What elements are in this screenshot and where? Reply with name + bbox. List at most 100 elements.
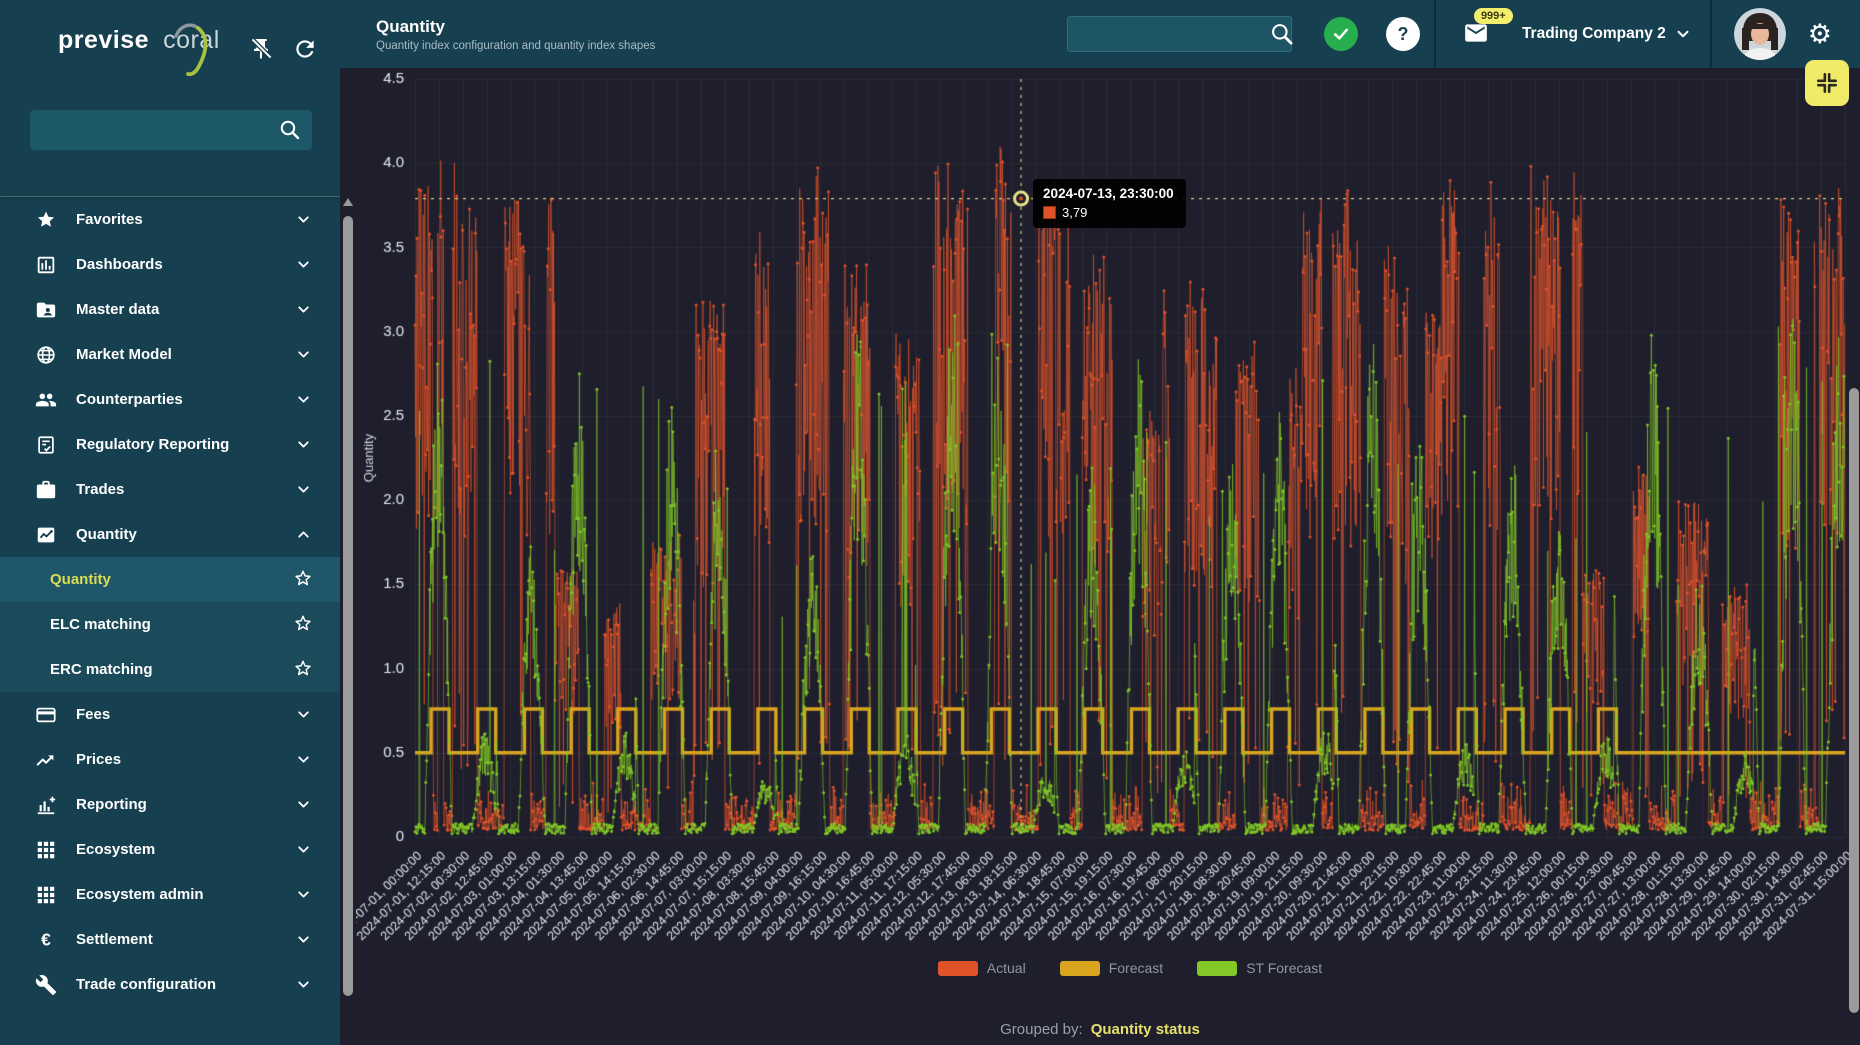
chart-area: 2024-07-13, 23:30:00 3,79 Actual Forecast… (356, 60, 1860, 1013)
sidebar-item-quantity[interactable]: Quantity (0, 512, 340, 557)
pin-off-icon (251, 38, 272, 59)
chart-icon (37, 527, 55, 542)
sidebar-item-ecosystem-admin[interactable]: Ecosystem admin (0, 872, 340, 917)
sidebar-item-market-model[interactable]: Market Model (0, 332, 340, 377)
legend-label: Actual (986, 960, 1026, 976)
sidebar-subitem-quantity[interactable]: Quantity (0, 557, 340, 602)
sidebar-item-trades[interactable]: Trades (0, 467, 340, 512)
brand-logo: previse coral (58, 23, 220, 76)
sidebar-subitem-erc-matching[interactable]: ERC matching (0, 647, 340, 692)
chevron-down-icon (298, 981, 309, 988)
user-avatar[interactable] (1733, 8, 1786, 60)
status-ok-button[interactable] (1323, 17, 1358, 51)
sidebar-subitem-elc-matching[interactable]: ELC matching (0, 602, 340, 647)
messages-button[interactable]: 999+ (1460, 7, 1513, 49)
sidebar-item-label: Master data (76, 301, 160, 318)
sidebar-item-regulatory-reporting[interactable]: Regulatory Reporting (0, 422, 340, 467)
search-icon (278, 118, 302, 142)
collapse-chart-button[interactable] (1805, 60, 1849, 106)
dashboard-icon (37, 256, 55, 273)
page-vertical-scrollbar[interactable] (1848, 68, 1860, 1013)
page-title-block: Quantity Quantity index configuration an… (376, 17, 655, 52)
header-separator (1709, 0, 1712, 68)
card-icon (36, 707, 56, 722)
quantity-chart-canvas[interactable] (356, 68, 1860, 1013)
sidebar-search-input[interactable] (30, 110, 278, 150)
chevron-down-icon (298, 486, 309, 493)
sidebar-nav: Favorites Dashboards Master data Market Mod… (0, 197, 340, 1007)
main-area: Quantity Quantity index configuration an… (340, 0, 1860, 1045)
sidebar-subitem-label: ERC matching (50, 661, 153, 678)
sidebar-item-label: Trades (76, 481, 125, 498)
check-icon (1333, 28, 1349, 40)
chevron-down-icon (298, 306, 309, 313)
doc-check-icon (38, 435, 54, 454)
sidebar-item-label: Prices (76, 751, 122, 768)
favorite-star-icon[interactable] (292, 568, 314, 595)
favorite-star-icon[interactable] (292, 613, 314, 640)
chevron-down-icon (298, 261, 309, 268)
people-icon (35, 393, 57, 406)
chevron-down-icon (298, 891, 309, 898)
chevron-down-icon (298, 801, 309, 808)
legend-item-forecast[interactable]: Forecast (1059, 960, 1164, 976)
search-icon (1269, 21, 1295, 47)
grouped-by-value[interactable]: Quantity status (1090, 1020, 1200, 1038)
sidebar-item-reporting[interactable]: Reporting (0, 782, 340, 827)
sidebar-item-label: Ecosystem (76, 841, 156, 858)
scroll-up-arrow-icon[interactable] (343, 198, 353, 206)
legend-swatch (937, 960, 978, 976)
legend-swatch (1059, 960, 1100, 976)
sidebar-item-label: Trade configuration (76, 976, 217, 993)
legend-label: Forecast (1108, 960, 1164, 976)
chevron-up-icon (298, 531, 309, 538)
sidebar-item-label: Dashboards (76, 256, 163, 273)
unpin-sidebar-button[interactable] (244, 32, 278, 66)
settings-button[interactable]: ⚙ (1808, 20, 1832, 48)
help-button[interactable]: ? (1385, 17, 1420, 51)
sidebar-item-counterparties[interactable]: Counterparties (0, 377, 340, 422)
euro-icon: € (41, 929, 51, 949)
refresh-button[interactable] (288, 32, 322, 66)
star-icon (37, 211, 55, 227)
sidebar-item-trade-configuration[interactable]: Trade configuration (0, 962, 340, 1007)
chevron-down-icon (298, 936, 309, 943)
legend-swatch (1197, 960, 1238, 976)
chevron-down-icon (1677, 30, 1689, 38)
sidebar-item-label: Fees (76, 706, 111, 723)
sidebar-item-dashboards[interactable]: Dashboards (0, 242, 340, 287)
sidebar-item-label: Reporting (76, 796, 147, 813)
sidebar-item-fees[interactable]: Fees (0, 692, 340, 737)
chevron-down-icon (298, 441, 309, 448)
legend-item-actual[interactable]: Actual (937, 960, 1026, 976)
page-subtitle: Quantity index configuration and quantit… (376, 39, 656, 52)
sidebar-item-settlement[interactable]: € Settlement (0, 917, 340, 962)
sidebar-item-favorites[interactable]: Favorites (0, 197, 340, 242)
sidebar-scrollbar[interactable] (340, 68, 356, 1045)
sidebar-item-prices[interactable]: Prices (0, 737, 340, 782)
globe-icon (37, 345, 55, 364)
header-search (1066, 16, 1295, 52)
brand-coral: coral (163, 26, 220, 54)
legend-item-st-forecast[interactable]: ST Forecast (1197, 960, 1322, 976)
header-separator (1433, 0, 1436, 68)
trend-icon (36, 754, 54, 766)
sidebar-item-label: Market Model (76, 346, 172, 363)
chart-legend: Actual Forecast ST Forecast (415, 960, 1845, 976)
sidebar-item-master-data[interactable]: Master data (0, 287, 340, 332)
mail-icon (1465, 23, 1487, 42)
page-scrollbar-thumb[interactable] (1849, 388, 1859, 1013)
page-title: Quantity (376, 16, 445, 36)
sidebar-item-label: Ecosystem admin (76, 886, 204, 903)
sidebar-item-ecosystem[interactable]: Ecosystem (0, 827, 340, 872)
briefcase-icon (36, 480, 56, 498)
company-dropdown[interactable]: Trading Company 2 (1522, 25, 1692, 43)
legend-label: ST Forecast (1246, 960, 1323, 976)
sidebar-scrollbar-thumb[interactable] (343, 216, 353, 996)
favorite-star-icon[interactable] (292, 658, 314, 685)
header-search-input[interactable] (1067, 26, 1269, 42)
sidebar-item-label: Counterparties (76, 391, 183, 408)
grouped-by-bar: Grouped by: Quantity status (340, 1013, 1860, 1045)
header: Quantity Quantity index configuration an… (340, 0, 1860, 68)
